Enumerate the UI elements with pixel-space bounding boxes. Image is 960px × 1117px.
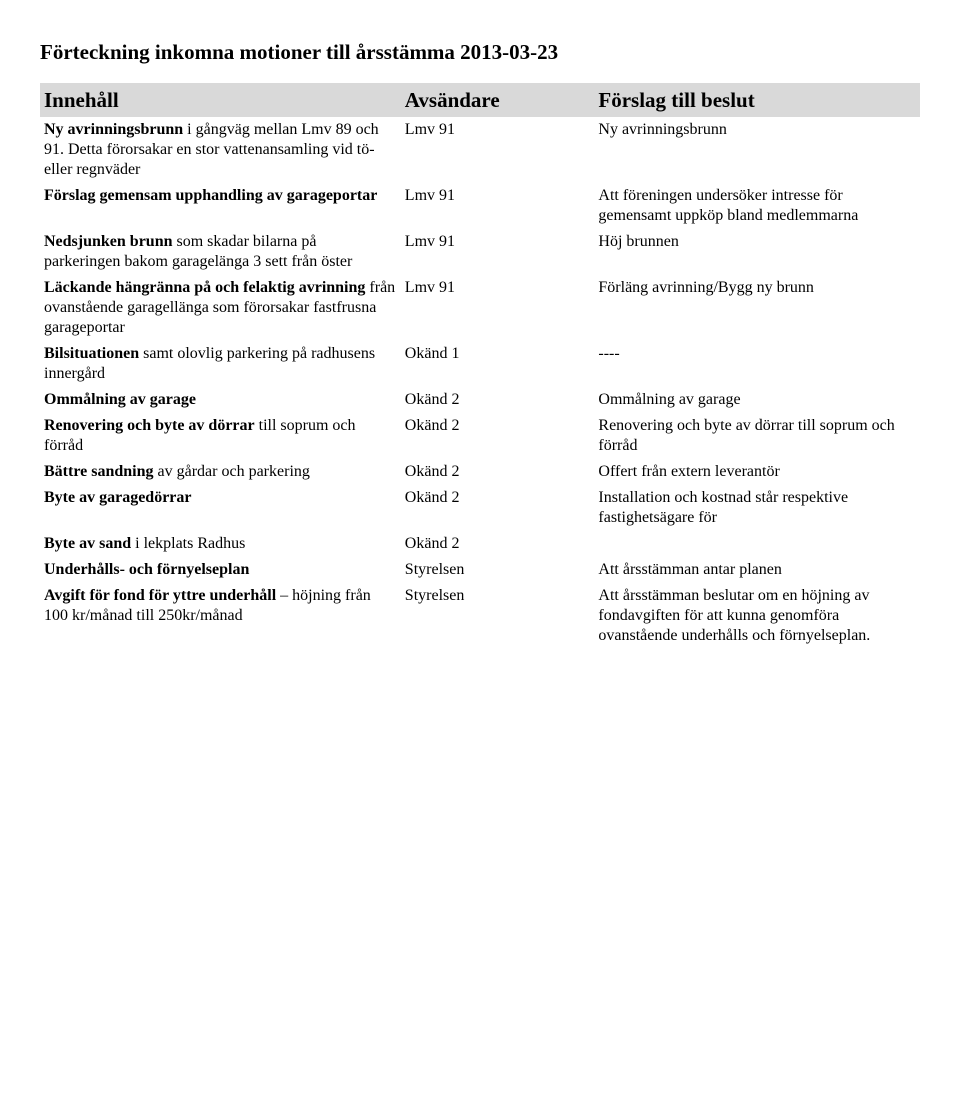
motion-title: Byte av sand — [44, 535, 131, 552]
cell-avsandare: Lmv 91 — [401, 229, 595, 275]
cell-innehall: Byte av sand i lekplats Radhus — [40, 531, 401, 557]
header-col-forslag: Förslag till beslut — [594, 83, 920, 117]
cell-innehall: Förslag gemensam upphandling av garagepo… — [40, 183, 401, 229]
cell-innehall: Nedsjunken brunn som skadar bilarna på p… — [40, 229, 401, 275]
cell-forslag: Förläng avrinning/Bygg ny brunn — [594, 275, 920, 341]
cell-forslag: Installation och kostnad står respektive… — [594, 485, 920, 531]
cell-innehall: Renovering och byte av dörrar till sopru… — [40, 413, 401, 459]
cell-innehall: Ommålning av garage — [40, 387, 401, 413]
motions-table: Innehåll Avsändare Förslag till beslut N… — [40, 83, 920, 649]
table-header-row: Innehåll Avsändare Förslag till beslut — [40, 83, 920, 117]
cell-avsandare: Okänd 2 — [401, 387, 595, 413]
table-row: Nedsjunken brunn som skadar bilarna på p… — [40, 229, 920, 275]
table-row: Ny avrinningsbrunn i gångväg mellan Lmv … — [40, 117, 920, 183]
table-row: Förslag gemensam upphandling av garagepo… — [40, 183, 920, 229]
motion-title: Ommålning av garage — [44, 391, 196, 408]
cell-innehall: Byte av garagedörrar — [40, 485, 401, 531]
cell-forslag: Offert från extern leverantör — [594, 459, 920, 485]
table-row: Läckande hängränna på och felaktig avrin… — [40, 275, 920, 341]
table-row: Renovering och byte av dörrar till sopru… — [40, 413, 920, 459]
table-row: Byte av garagedörrar Okänd 2Installation … — [40, 485, 920, 531]
cell-forslag: ---- — [594, 341, 920, 387]
cell-innehall: Underhålls- och förnyelseplan — [40, 557, 401, 583]
table-row: Bättre sandning av gårdar och parkeringO… — [40, 459, 920, 485]
table-row: Underhålls- och förnyelseplan StyrelsenAt… — [40, 557, 920, 583]
cell-avsandare: Styrelsen — [401, 557, 595, 583]
cell-forslag: Att årsstämman beslutar om en höjning av… — [594, 583, 920, 649]
cell-avsandare: Lmv 91 — [401, 183, 595, 229]
cell-innehall: Läckande hängränna på och felaktig avrin… — [40, 275, 401, 341]
cell-forslag: Ny avrinningsbrunn — [594, 117, 920, 183]
table-row: Avgift för fond för yttre underhåll – hö… — [40, 583, 920, 649]
motion-title: Byte av garagedörrar — [44, 489, 192, 506]
cell-innehall: Avgift för fond för yttre underhåll – hö… — [40, 583, 401, 649]
cell-forslag: Ommålning av garage — [594, 387, 920, 413]
cell-forslag: Renovering och byte av dörrar till sopru… — [594, 413, 920, 459]
motion-title: Nedsjunken brunn — [44, 233, 173, 250]
cell-innehall: Bättre sandning av gårdar och parkering — [40, 459, 401, 485]
header-col-innehall: Innehåll — [40, 83, 401, 117]
cell-avsandare: Lmv 91 — [401, 275, 595, 341]
motion-title: Underhålls- och förnyelseplan — [44, 561, 249, 578]
cell-avsandare: Okänd 2 — [401, 459, 595, 485]
cell-forslag: Att årsstämman antar planen — [594, 557, 920, 583]
table-row: Bilsituationen samt olovlig parkering på… — [40, 341, 920, 387]
cell-avsandare: Styrelsen — [401, 583, 595, 649]
cell-forslag — [594, 531, 920, 557]
header-col-avsandare: Avsändare — [401, 83, 595, 117]
cell-avsandare: Okänd 2 — [401, 485, 595, 531]
table-row: Ommålning av garageOkänd 2Ommålning av g… — [40, 387, 920, 413]
motion-title: Förslag gemensam upphandling av garagepo… — [44, 187, 377, 204]
cell-avsandare: Lmv 91 — [401, 117, 595, 183]
cell-forslag: Höj brunnen — [594, 229, 920, 275]
motion-description: av gårdar och parkering — [154, 463, 310, 480]
cell-avsandare: Okänd 2 — [401, 413, 595, 459]
motion-title: Renovering och byte av dörrar — [44, 417, 255, 434]
motion-title: Ny avrinningsbrunn — [44, 121, 183, 138]
motion-title: Avgift för fond för yttre underhåll — [44, 587, 276, 604]
cell-innehall: Ny avrinningsbrunn i gångväg mellan Lmv … — [40, 117, 401, 183]
motion-description: i lekplats Radhus — [131, 535, 245, 552]
cell-avsandare: Okänd 1 — [401, 341, 595, 387]
page-title: Förteckning inkomna motioner till årsstä… — [40, 40, 920, 65]
table-row: Byte av sand i lekplats RadhusOkänd 2 — [40, 531, 920, 557]
motion-title: Bättre sandning — [44, 463, 154, 480]
cell-forslag: Att föreningen undersöker intresse för g… — [594, 183, 920, 229]
motion-title: Bilsituationen — [44, 345, 139, 362]
motion-title: Läckande hängränna på och felaktig avrin… — [44, 279, 365, 296]
cell-avsandare: Okänd 2 — [401, 531, 595, 557]
cell-innehall: Bilsituationen samt olovlig parkering på… — [40, 341, 401, 387]
